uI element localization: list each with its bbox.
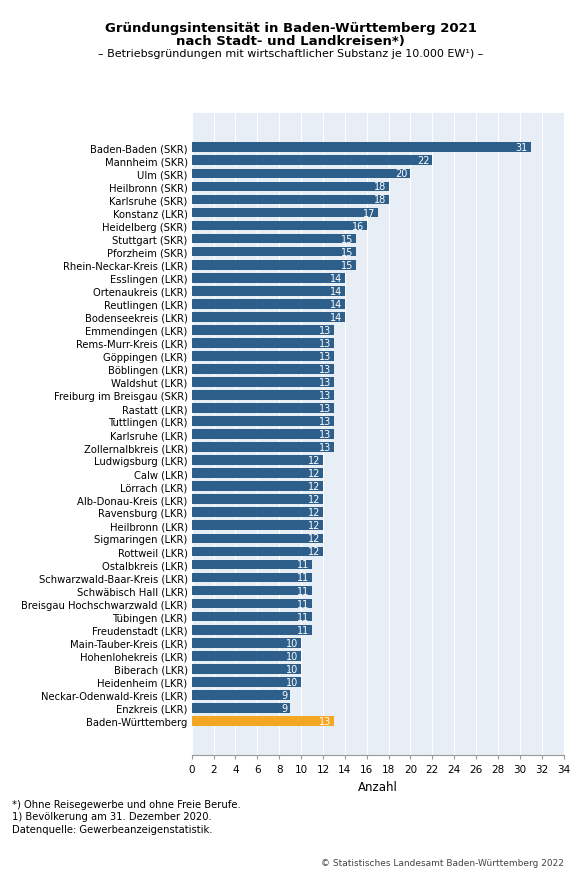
Text: 10: 10 [286, 677, 299, 687]
Text: © Statistisches Landesamt Baden-Württemberg 2022: © Statistisches Landesamt Baden-Württemb… [321, 859, 564, 867]
Text: 1) Bevölkerung am 31. Dezember 2020.: 1) Bevölkerung am 31. Dezember 2020. [12, 811, 211, 821]
Text: 20: 20 [395, 169, 408, 179]
Text: 13: 13 [319, 429, 331, 440]
Text: 12: 12 [308, 507, 320, 518]
Text: Gründungsintensität in Baden-Württemberg 2021: Gründungsintensität in Baden-Württemberg… [105, 22, 476, 35]
Text: 17: 17 [363, 208, 375, 219]
Bar [192, 183, 389, 192]
Text: 11: 11 [297, 586, 309, 596]
Text: nach Stadt- und Landkreisen*): nach Stadt- und Landkreisen*) [176, 35, 405, 48]
Text: 14: 14 [330, 299, 342, 309]
Text: Datenquelle: Gewerbeanzeigenstatistik.: Datenquelle: Gewerbeanzeigenstatistik. [12, 824, 212, 833]
Bar [192, 495, 323, 505]
Text: 9: 9 [281, 690, 288, 700]
Text: 11: 11 [297, 599, 309, 608]
Text: 12: 12 [308, 534, 320, 543]
Text: 13: 13 [319, 351, 331, 362]
Bar [192, 534, 323, 543]
Text: 14: 14 [330, 313, 342, 322]
Bar [192, 221, 367, 231]
Bar [192, 156, 432, 166]
Text: 11: 11 [297, 560, 309, 570]
Text: 11: 11 [297, 625, 309, 635]
Bar [192, 169, 410, 179]
Bar [192, 286, 345, 296]
Bar [192, 391, 334, 400]
Bar [192, 716, 334, 726]
Bar [192, 339, 334, 349]
Bar [192, 273, 345, 284]
Bar [192, 612, 312, 622]
Bar [192, 234, 356, 244]
Bar [192, 638, 301, 648]
Bar [192, 313, 345, 322]
Bar [192, 261, 356, 270]
Bar [192, 625, 312, 635]
Bar [192, 651, 301, 661]
Bar [192, 560, 312, 570]
Text: 22: 22 [417, 156, 429, 166]
Text: 13: 13 [319, 716, 331, 726]
X-axis label: Anzahl: Anzahl [358, 780, 397, 793]
Bar [192, 299, 345, 309]
Bar [192, 351, 334, 362]
Text: 11: 11 [297, 612, 309, 622]
Text: – Betriebsgründungen mit wirtschaftlicher Substanz je 10.000 EW¹) –: – Betriebsgründungen mit wirtschaftliche… [98, 49, 483, 59]
Text: 13: 13 [319, 378, 331, 387]
Bar [192, 443, 334, 452]
Bar [192, 143, 531, 153]
Text: 12: 12 [308, 469, 320, 479]
Text: 13: 13 [319, 416, 331, 427]
Text: 18: 18 [374, 183, 386, 192]
Text: 18: 18 [374, 195, 386, 205]
Text: 13: 13 [319, 404, 331, 414]
Bar [192, 196, 389, 205]
Bar [192, 547, 323, 557]
Text: 13: 13 [319, 364, 331, 375]
Bar [192, 208, 378, 218]
Bar [192, 469, 323, 479]
Bar [192, 248, 356, 257]
Text: 12: 12 [308, 547, 320, 557]
Text: 10: 10 [286, 651, 299, 661]
Bar [192, 482, 323, 492]
Text: 31: 31 [516, 143, 528, 153]
Bar [192, 364, 334, 374]
Bar [192, 573, 312, 583]
Bar [192, 599, 312, 608]
Text: *) Ohne Reisegewerbe und ohne Freie Berufe.: *) Ohne Reisegewerbe und ohne Freie Beru… [12, 799, 241, 809]
Bar [192, 326, 334, 335]
Bar [192, 456, 323, 465]
Text: 10: 10 [286, 638, 299, 648]
Text: 14: 14 [330, 273, 342, 284]
Text: 10: 10 [286, 664, 299, 674]
Bar [192, 429, 334, 440]
Bar [192, 677, 301, 687]
Text: 15: 15 [340, 261, 353, 270]
Bar [192, 521, 323, 530]
Bar [192, 417, 334, 427]
Bar [192, 690, 290, 700]
Text: 13: 13 [319, 391, 331, 400]
Text: 11: 11 [297, 572, 309, 583]
Text: 12: 12 [308, 482, 320, 492]
Bar [192, 664, 301, 673]
Text: 15: 15 [340, 234, 353, 244]
Text: 15: 15 [340, 248, 353, 257]
Text: 16: 16 [352, 221, 364, 231]
Text: 13: 13 [319, 326, 331, 335]
Text: 12: 12 [308, 521, 320, 530]
Text: 13: 13 [319, 443, 331, 453]
Bar [192, 586, 312, 596]
Text: 13: 13 [319, 339, 331, 349]
Text: 12: 12 [308, 494, 320, 505]
Text: 14: 14 [330, 286, 342, 297]
Bar [192, 507, 323, 518]
Bar [192, 378, 334, 387]
Text: 9: 9 [281, 703, 288, 713]
Bar [192, 404, 334, 414]
Bar [192, 703, 290, 713]
Text: 12: 12 [308, 456, 320, 465]
